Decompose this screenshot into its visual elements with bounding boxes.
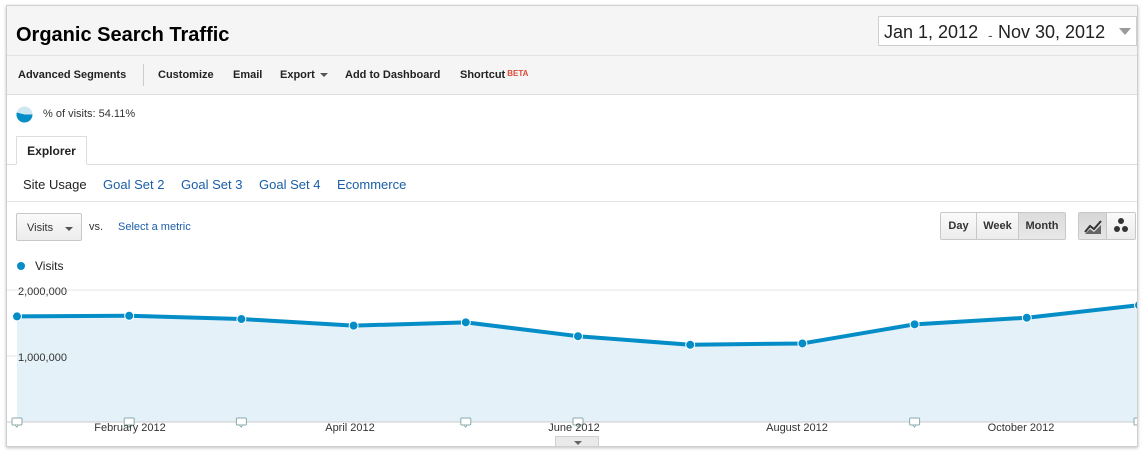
data-point[interactable]	[573, 331, 583, 342]
data-point[interactable]	[685, 339, 696, 350]
segment-label: % of visits: 54.11%	[43, 108, 136, 120]
day-button[interactable]: Day	[941, 213, 977, 239]
motion-chart-icon	[1114, 218, 1128, 232]
annotation-marker-icon[interactable]	[11, 417, 23, 428]
annotation-marker-icon[interactable]	[123, 417, 135, 428]
x-tick-label: October 2012	[987, 422, 1055, 434]
data-point[interactable]	[236, 314, 247, 325]
annotation-marker-icon[interactable]	[1133, 417, 1138, 427]
export-label: Export	[280, 69, 315, 81]
select-metric-link[interactable]: Select a metric	[118, 221, 191, 233]
data-point[interactable]	[1021, 312, 1032, 323]
subtab-ecommerce[interactable]: Ecommerce	[337, 177, 407, 192]
data-point[interactable]	[797, 338, 808, 349]
chart-mode-toggle	[1078, 212, 1136, 240]
add-to-dashboard-button[interactable]: Add to Dashboard	[345, 69, 441, 81]
annotation-marker-icon[interactable]	[460, 417, 472, 428]
x-tick-label: February 2012	[94, 422, 166, 434]
data-point[interactable]	[909, 319, 920, 330]
data-point[interactable]	[1134, 300, 1139, 310]
export-button[interactable]: Export	[280, 69, 328, 81]
page-title: Organic Search Traffic	[16, 24, 230, 46]
legend-swatch	[17, 262, 25, 270]
shortcut-button[interactable]: Shortcut BETA	[460, 69, 528, 81]
granularity-toggle: Day Week Month	[940, 212, 1066, 240]
subtab-site-usage[interactable]: Site Usage	[23, 177, 87, 192]
line-chart-button[interactable]	[1079, 213, 1107, 239]
metric-label: Visits	[27, 222, 54, 234]
date-range-picker[interactable]: Jan 1, 2012 - Nov 30, 2012	[878, 16, 1137, 46]
data-point[interactable]	[12, 311, 22, 322]
vs-label: vs.	[89, 221, 104, 233]
week-button[interactable]: Week	[977, 213, 1019, 239]
customize-button[interactable]: Customize	[158, 69, 214, 81]
data-point[interactable]	[460, 317, 471, 328]
chevron-down-icon	[1119, 28, 1131, 35]
chevron-down-icon	[319, 73, 328, 78]
chevron-down-icon	[574, 441, 582, 445]
chart-resize-handle[interactable]	[555, 436, 599, 446]
x-tick-label: April 2012	[325, 422, 375, 434]
subtab-goal-set-3[interactable]: Goal Set 3	[181, 177, 243, 192]
x-tick-label: August 2012	[766, 422, 828, 434]
legend-label: Visits	[35, 259, 64, 273]
x-tick-label: June 2012	[548, 422, 600, 434]
date-start: Jan 1, 2012	[884, 22, 979, 42]
y-tick-label: 1,000,000	[18, 352, 67, 364]
report-toolbar: Advanced Segments Customize Email Export…	[7, 56, 1137, 95]
annotation-marker-icon[interactable]	[235, 417, 247, 428]
metric-dropdown[interactable]: Visits	[16, 213, 82, 241]
report-frame: Organic Search Traffic Jan 1, 2012 - Nov…	[6, 5, 1138, 447]
subtab-goal-set-4[interactable]: Goal Set 4	[259, 177, 321, 192]
data-point[interactable]	[348, 320, 359, 331]
advanced-segments-button[interactable]: Advanced Segments	[18, 69, 127, 81]
shortcut-label: Shortcut	[460, 69, 506, 81]
visits-chart	[7, 289, 1139, 428]
motion-chart-button[interactable]	[1107, 213, 1135, 239]
tab-strip-line	[7, 164, 1137, 165]
annotation-marker-icon[interactable]	[572, 417, 584, 428]
toolbar-divider	[143, 64, 144, 86]
data-point[interactable]	[124, 310, 135, 321]
report-header: Organic Search Traffic Jan 1, 2012 - Nov…	[7, 6, 1137, 56]
line-chart-icon	[1084, 220, 1102, 234]
date-end: Nov 30, 2012	[998, 22, 1106, 42]
subtab-goal-set-2[interactable]: Goal Set 2	[103, 177, 165, 192]
email-button[interactable]: Email	[233, 69, 263, 81]
month-button[interactable]: Month	[1019, 213, 1065, 239]
subtab-divider	[7, 201, 1137, 202]
segment-pie-icon	[16, 106, 33, 123]
beta-badge: BETA	[507, 69, 529, 78]
tab-explorer[interactable]: Explorer	[16, 136, 87, 165]
annotation-marker-icon[interactable]	[909, 417, 921, 428]
date-separator: -	[988, 27, 993, 43]
chevron-down-icon	[65, 227, 73, 231]
y-tick-label: 2,000,000	[18, 286, 67, 298]
